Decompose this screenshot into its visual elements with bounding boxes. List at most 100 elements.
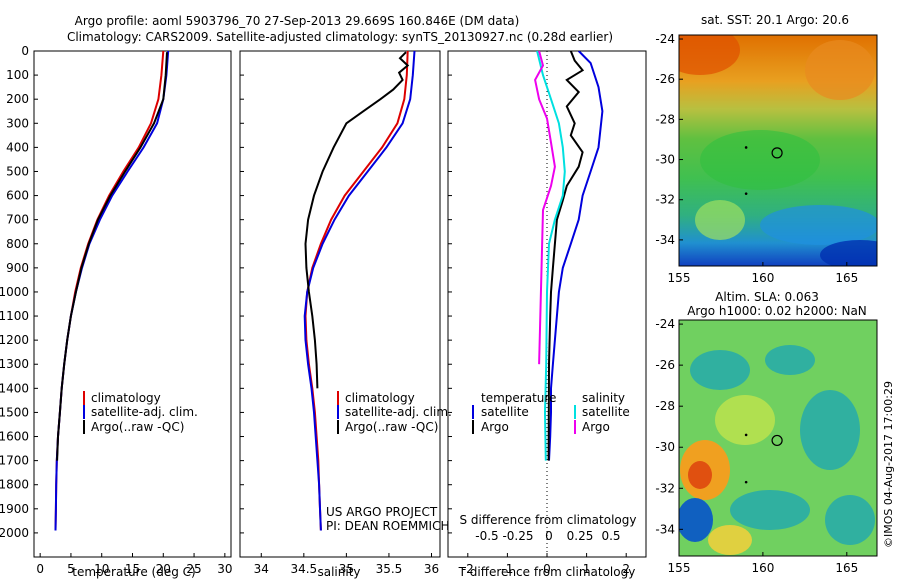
legend-header-temperature: temperature (481, 391, 556, 405)
track-point (744, 480, 748, 484)
temperature-panel (54, 51, 170, 531)
lat-tick-label: -30 (655, 440, 675, 454)
series-line-argo-raw-qc (56, 52, 168, 461)
x-tick-label: 34.5 (290, 562, 317, 576)
legend-label-t-argo: Argo (481, 420, 509, 434)
x-tick-label: 25 (186, 562, 201, 576)
s-tick-label: 0 (545, 529, 553, 543)
difference-legend: temperature salinity satellite Argo sate… (472, 391, 630, 434)
lat-tick-label: -24 (655, 32, 675, 46)
temperature-legend: climatology satellite-adj. clim. Argo(..… (83, 391, 198, 434)
salinity-axis: 34 34.5 35 35.5 36 (240, 50, 439, 576)
depth-tick-label: 1400 (0, 381, 29, 395)
legend-label-argo: Argo(..raw -QC) (91, 420, 184, 434)
lat-tick-label: -28 (655, 399, 675, 413)
legend-header-salinity: salinity (582, 391, 625, 405)
x-tick-label: -1 (501, 562, 513, 576)
series-line-argo (534, 51, 556, 365)
salinity-legend: climatology satellite-adj. clim. Argo(..… (337, 391, 452, 434)
depth-tick-label: 600 (6, 189, 29, 203)
difference-panel (534, 51, 604, 557)
sla-yellow-patch (708, 525, 752, 555)
series-line-climatology (54, 51, 165, 531)
depth-tick-label: 1900 (0, 502, 29, 516)
sla-red-patch (688, 461, 712, 489)
sla-teal-patch (800, 390, 860, 470)
series-line-satellite (548, 51, 604, 461)
lat-tick-label: -26 (655, 72, 675, 86)
project-annotation: US ARGO PROJECT (326, 505, 438, 519)
track-point (744, 192, 748, 195)
depth-tick-label: 200 (6, 92, 29, 106)
difference-axis: -2 -1 0 1 2 -0.5 -0.25 0 0.25 0.5 (448, 50, 630, 576)
sla-map-title: Altim. SLA: 0.063 (715, 290, 819, 304)
track-point (744, 146, 748, 149)
lat-tick-label: -26 (655, 358, 675, 372)
lon-tick-label: 165 (835, 561, 858, 575)
depth-tick-label: 2000 (0, 526, 29, 540)
lat-tick-label: -32 (655, 193, 675, 207)
depth-tick-label: 700 (6, 213, 29, 227)
s-difference-axis-label: S difference from climatology (460, 513, 637, 527)
sla-teal-patch (825, 495, 875, 545)
lat-tick-label: -34 (655, 233, 675, 247)
x-tick-label: 0 (543, 562, 551, 576)
sst-warm-patch (679, 35, 740, 75)
temperature-axis: 0 5 10 15 20 25 30 (34, 50, 232, 576)
salinity-axis-label: salinity (317, 565, 360, 579)
x-tick-label: 35.5 (376, 562, 403, 576)
lat-tick-label: -34 (655, 522, 675, 536)
sla-map: -24 -26 -28 -30 -32 -34 155 160 165 (655, 317, 878, 575)
x-tick-label: 15 (125, 562, 140, 576)
sla-teal-patch (730, 490, 810, 530)
x-tick-label: 20 (156, 562, 171, 576)
series-line-argo-raw-qc (304, 51, 410, 389)
depth-tick-label: 1000 (0, 285, 29, 299)
legend-label-s-satellite: satellite (582, 405, 630, 419)
x-tick-label: 34 (254, 562, 269, 576)
depth-tick-label: 1200 (0, 333, 29, 347)
depth-tick-label: 1300 (0, 357, 29, 371)
lon-tick-label: 160 (751, 271, 774, 285)
x-tick-label: 2 (622, 562, 630, 576)
depth-tick-label: 400 (6, 140, 29, 154)
depth-tick-label: 0 (21, 44, 29, 58)
sst-map-title: sat. SST: 20.1 Argo: 20.6 (701, 13, 849, 27)
sst-map-frame (678, 34, 878, 267)
s-tick-label: -0.5 (475, 529, 498, 543)
sla-map-axis: -24 -26 -28 -30 -32 -34 155 160 165 (655, 317, 858, 575)
x-tick-label: 35 (339, 562, 354, 576)
sst-map-axis: -24 -26 -28 -30 -32 -34 155 160 165 (655, 32, 858, 285)
sla-map-frame (678, 319, 878, 557)
sst-green-patch (700, 130, 820, 190)
lon-tick-label: 155 (668, 271, 691, 285)
s-tick-label: 0.25 (567, 529, 594, 543)
series-line-argo (547, 51, 585, 461)
sla-map-markers (744, 433, 783, 484)
legend-label-climatology: climatology (345, 391, 415, 405)
series-line-climatology (304, 51, 409, 531)
lon-tick-label: 165 (835, 271, 858, 285)
salinity-panel-frame (239, 50, 441, 558)
lat-tick-label: -28 (655, 112, 675, 126)
legend-label-s-argo: Argo (582, 420, 610, 434)
series-line-satellite-adj-clim (303, 51, 416, 531)
legend-label-t-satellite: satellite (481, 405, 529, 419)
depth-axis: 0 100 200 300 400 500 600 700 800 900 1000 1100 1200… (0, 44, 29, 540)
sla-blue-patch (679, 498, 713, 542)
legend-label-climatology: climatology (91, 391, 161, 405)
lat-tick-label: -32 (655, 481, 675, 495)
sst-yellow-patch (695, 200, 745, 240)
depth-tick-label: 100 (6, 68, 29, 82)
series-line-satellite (536, 51, 566, 461)
figure-subtitle: Climatology: CARS2009. Satellite-adjuste… (67, 30, 613, 44)
temperature-axis-label: temperature (deg C) (72, 565, 195, 579)
x-tick-label: -2 (462, 562, 474, 576)
x-tick-label: 36 (424, 562, 439, 576)
depth-tick-label: 500 (6, 164, 29, 178)
s-tick-label: -0.25 (502, 529, 533, 543)
lat-tick-label: -24 (655, 317, 675, 331)
sla-yellow-patch (715, 395, 775, 445)
